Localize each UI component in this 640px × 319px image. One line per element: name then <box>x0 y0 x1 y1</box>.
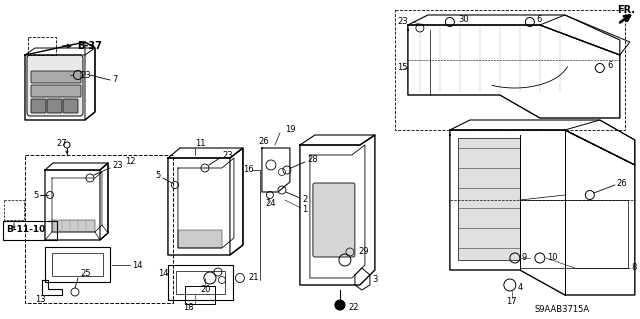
Text: 8: 8 <box>632 263 637 272</box>
Text: 14: 14 <box>132 261 143 270</box>
Text: 23: 23 <box>397 18 408 26</box>
Text: 20: 20 <box>200 286 211 294</box>
Text: 4: 4 <box>518 283 523 292</box>
Text: 25: 25 <box>80 270 90 278</box>
Text: 13: 13 <box>35 295 45 305</box>
Text: 22: 22 <box>348 302 358 311</box>
Text: 14: 14 <box>158 269 168 278</box>
Text: 15: 15 <box>397 63 408 72</box>
FancyBboxPatch shape <box>458 138 520 260</box>
Text: B-37: B-37 <box>77 41 102 51</box>
Text: 5: 5 <box>156 172 161 181</box>
Text: 26: 26 <box>617 179 627 188</box>
Text: 12: 12 <box>125 158 136 167</box>
Text: 23: 23 <box>80 70 91 79</box>
FancyBboxPatch shape <box>52 220 95 232</box>
Text: B-11-10: B-11-10 <box>6 226 45 234</box>
Text: 7: 7 <box>112 76 117 85</box>
FancyBboxPatch shape <box>31 99 46 113</box>
Text: 6: 6 <box>537 16 542 25</box>
Text: 2: 2 <box>302 196 307 204</box>
FancyBboxPatch shape <box>313 183 355 257</box>
Text: 10: 10 <box>547 254 557 263</box>
Text: S9AAB3715A: S9AAB3715A <box>535 306 590 315</box>
FancyBboxPatch shape <box>27 55 83 116</box>
Text: 5: 5 <box>33 190 38 199</box>
Text: 16: 16 <box>243 166 253 174</box>
Text: 6: 6 <box>608 61 613 70</box>
FancyBboxPatch shape <box>47 99 62 113</box>
Text: 11: 11 <box>195 138 205 147</box>
Text: 21: 21 <box>248 273 259 283</box>
Text: 27: 27 <box>56 138 67 147</box>
Text: 19: 19 <box>285 125 296 135</box>
Text: 23: 23 <box>112 161 123 170</box>
Text: 1: 1 <box>302 205 307 214</box>
Text: 26: 26 <box>258 137 269 146</box>
FancyBboxPatch shape <box>31 85 81 97</box>
FancyBboxPatch shape <box>31 71 81 83</box>
Text: FR.: FR. <box>617 5 635 15</box>
FancyBboxPatch shape <box>63 99 78 113</box>
Text: 29: 29 <box>358 248 369 256</box>
Text: 24: 24 <box>265 198 275 207</box>
Text: 23: 23 <box>222 152 232 160</box>
Circle shape <box>335 300 345 310</box>
Text: 28: 28 <box>307 155 317 165</box>
Text: 9: 9 <box>522 254 527 263</box>
Text: 3: 3 <box>372 276 377 285</box>
Text: 18: 18 <box>183 303 193 313</box>
Text: 17: 17 <box>506 298 516 307</box>
FancyBboxPatch shape <box>178 230 222 248</box>
Text: 30: 30 <box>458 16 468 25</box>
